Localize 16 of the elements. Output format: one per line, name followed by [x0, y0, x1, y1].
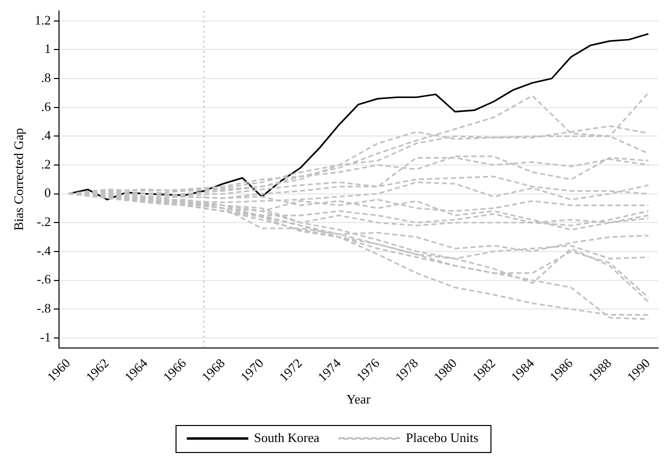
y-tick-label: -1 — [40, 329, 51, 344]
legend-label: South Korea — [254, 430, 320, 445]
y-axis-title: Bias Corrected Gap — [11, 128, 26, 231]
y-tick-label: 1.2 — [34, 12, 51, 28]
y-tick-label: 0 — [44, 185, 51, 200]
y-tick-label: .6 — [41, 98, 52, 114]
y-tick-label: -.6 — [36, 272, 52, 287]
y-tick-label: .8 — [41, 70, 51, 85]
y-tick-label: -.2 — [36, 214, 51, 230]
legend-label: Placebo Units — [406, 430, 478, 445]
y-tick-label: -.4 — [36, 242, 52, 258]
y-tick-label: .2 — [41, 156, 51, 172]
y-tick-label: -.8 — [36, 300, 51, 316]
x-axis-title: Year — [346, 392, 372, 407]
y-tick-label: .4 — [41, 128, 52, 143]
y-tick-label: 1 — [44, 41, 51, 56]
